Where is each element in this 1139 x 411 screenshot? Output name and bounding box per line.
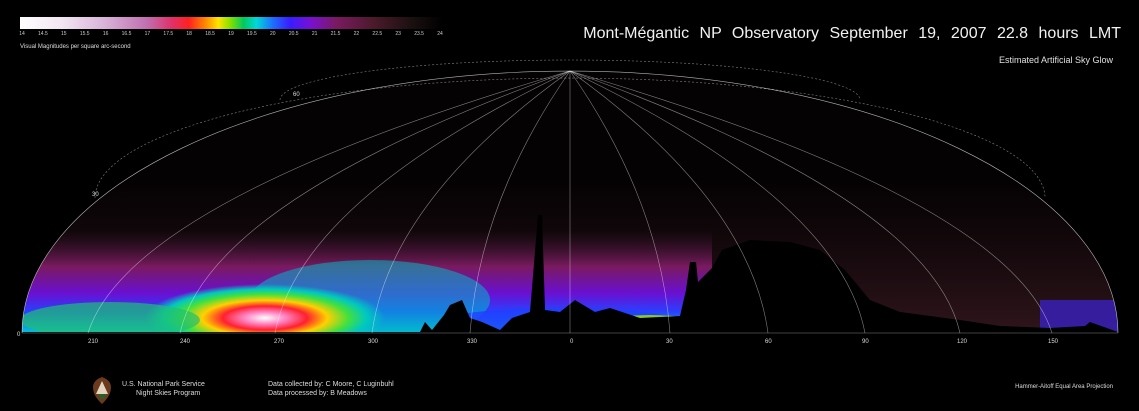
colorbar-tick-label: 16 — [102, 31, 109, 37]
nps-arrowhead-icon — [93, 377, 111, 404]
credit-collected: Data collected by: C Moore, C Luginbuhl — [268, 381, 394, 388]
nps-program: Night Skies Program — [136, 390, 201, 397]
azimuth-label: 60 — [765, 339, 772, 345]
colorbar-label: Visual Magnitudes per square arc-second — [20, 44, 131, 50]
colorbar-tick-label: 19 — [228, 31, 234, 37]
azimuth-label: 210 — [88, 339, 99, 345]
altitude-label: 0 — [17, 332, 21, 338]
azimuth-label: 120 — [957, 339, 968, 345]
colorbar-tick-label: 14 — [19, 31, 25, 37]
azimuth-label: 330 — [467, 339, 478, 345]
azimuth-label: 90 — [862, 339, 869, 345]
nps-name: U.S. National Park Service — [122, 381, 205, 388]
colorbar-tick-label: 22.5 — [372, 31, 383, 37]
colorbar-tick-label: 19.5 — [247, 31, 257, 37]
colorbar-tick-label: 21.5 — [330, 31, 341, 37]
projection-note: Hammer-Aitoff Equal Area Projection — [1015, 384, 1113, 390]
colorbar-tick-label: 17 — [144, 31, 151, 37]
colorbar-tick-label: 15.5 — [79, 31, 90, 37]
azimuth-label: 240 — [180, 339, 191, 345]
colorbar-tick-label: 23 — [395, 31, 401, 37]
colorbar-tick-label: 15 — [61, 31, 67, 37]
colorbar-tick-label: 22 — [353, 31, 360, 37]
azimuth-label: 300 — [368, 339, 379, 345]
coordinate-grid — [21, 59, 1119, 334]
colorbar-tick-label: 20 — [270, 31, 276, 37]
colorbar-tick-label: 23.5 — [414, 31, 424, 37]
axis-labels: 210 240 270 300 330 0 30 60 90 120 150 6… — [17, 92, 1059, 345]
colorbar-tick-label: 20.5 — [288, 31, 299, 37]
azimuth-label: 0 — [570, 339, 574, 345]
page-subtitle: Estimated Artificial Sky Glow — [998, 55, 1113, 65]
azimuth-label: 30 — [666, 339, 673, 345]
colorbar-tick-label: 18.5 — [205, 31, 215, 37]
colorbar-tick-label: 17.5 — [163, 31, 174, 37]
colorbar-tick-label: 18 — [186, 31, 192, 37]
colorbar-tick-label: 24 — [437, 31, 443, 37]
azimuth-label: 150 — [1048, 339, 1059, 345]
magnitude-colorbar — [20, 17, 442, 29]
colorbar-tick-label: 21 — [311, 31, 318, 37]
page-title: Mont-Mégantic NP Observatory September 1… — [583, 25, 1121, 42]
colorbar-tick-label: 14.5 — [38, 31, 48, 37]
colorbar-tick-label: 16.5 — [121, 31, 132, 37]
altitude-label: 30 — [92, 192, 99, 198]
azimuth-label: 270 — [274, 339, 285, 345]
credit-processed: Data processed by: B Meadows — [268, 390, 367, 397]
horizon-silhouette — [22, 215, 1118, 366]
altitude-label: 60 — [293, 92, 300, 98]
